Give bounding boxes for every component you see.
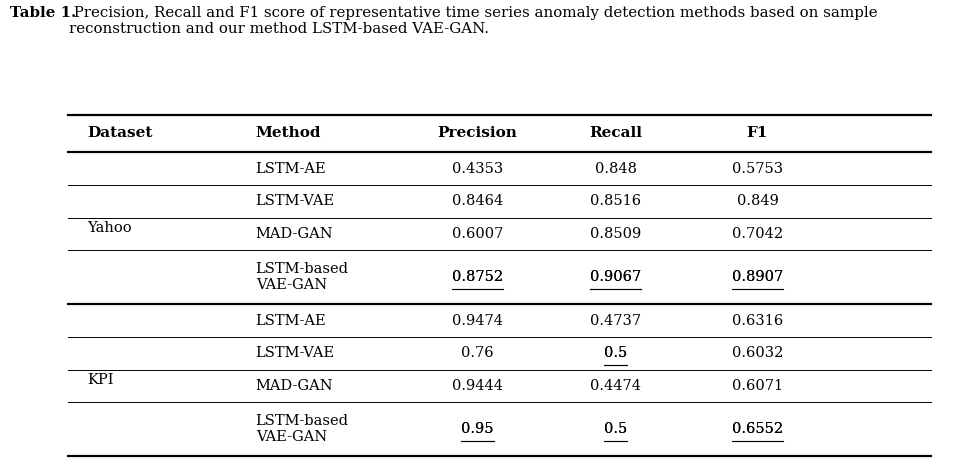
Text: 0.95: 0.95 xyxy=(461,422,494,436)
Text: 0.76: 0.76 xyxy=(461,346,494,360)
Text: 0.8464: 0.8464 xyxy=(452,194,504,208)
Text: LSTM-AE: LSTM-AE xyxy=(256,162,326,176)
Text: 0.8509: 0.8509 xyxy=(590,227,642,241)
Text: 0.6316: 0.6316 xyxy=(731,314,784,328)
Text: 0.5: 0.5 xyxy=(604,422,627,436)
Text: 0.5: 0.5 xyxy=(604,346,627,360)
Text: 0.8752: 0.8752 xyxy=(453,270,503,284)
Text: 0.6071: 0.6071 xyxy=(732,379,783,393)
Text: 0.4737: 0.4737 xyxy=(591,314,641,328)
Text: 0.6007: 0.6007 xyxy=(452,227,504,241)
Text: 0.9067: 0.9067 xyxy=(590,270,642,284)
Text: LSTM-AE: LSTM-AE xyxy=(256,314,326,328)
Text: 0.4474: 0.4474 xyxy=(591,379,641,393)
Text: Method: Method xyxy=(256,126,321,140)
Text: LSTM-based
VAE-GAN: LSTM-based VAE-GAN xyxy=(256,262,348,292)
Text: 0.6552: 0.6552 xyxy=(732,422,783,436)
Text: Precision, Recall and F1 score of representative time series anomaly detection m: Precision, Recall and F1 score of repres… xyxy=(69,6,878,36)
Text: 0.8907: 0.8907 xyxy=(731,270,784,284)
Text: LSTM-VAE: LSTM-VAE xyxy=(256,346,335,360)
Text: 0.5: 0.5 xyxy=(604,346,627,360)
Text: Recall: Recall xyxy=(590,126,642,140)
Text: LSTM-VAE: LSTM-VAE xyxy=(256,194,335,208)
Text: 0.849: 0.849 xyxy=(736,194,779,208)
Text: Yahoo: Yahoo xyxy=(87,221,131,235)
Text: 0.7042: 0.7042 xyxy=(732,227,783,241)
Text: Dataset: Dataset xyxy=(87,126,152,140)
Text: KPI: KPI xyxy=(87,374,113,387)
Text: MAD-GAN: MAD-GAN xyxy=(256,379,333,393)
Text: 0.848: 0.848 xyxy=(594,162,637,176)
Text: 0.6552: 0.6552 xyxy=(732,422,783,436)
Text: 0.4353: 0.4353 xyxy=(452,162,504,176)
Text: Table 1.: Table 1. xyxy=(10,6,76,20)
Text: 0.95: 0.95 xyxy=(461,422,494,436)
Text: 0.9474: 0.9474 xyxy=(453,314,503,328)
Text: 0.9067: 0.9067 xyxy=(590,270,642,284)
Text: LSTM-based
VAE-GAN: LSTM-based VAE-GAN xyxy=(256,414,348,445)
Text: 0.5753: 0.5753 xyxy=(732,162,783,176)
Text: F1: F1 xyxy=(747,126,768,140)
Text: 0.5: 0.5 xyxy=(604,422,627,436)
Text: Precision: Precision xyxy=(438,126,517,140)
Text: 0.8752: 0.8752 xyxy=(453,270,503,284)
Text: 0.6032: 0.6032 xyxy=(731,346,784,360)
Text: MAD-GAN: MAD-GAN xyxy=(256,227,333,241)
Text: 0.8907: 0.8907 xyxy=(731,270,784,284)
Text: 0.9444: 0.9444 xyxy=(453,379,503,393)
Text: 0.8516: 0.8516 xyxy=(591,194,641,208)
